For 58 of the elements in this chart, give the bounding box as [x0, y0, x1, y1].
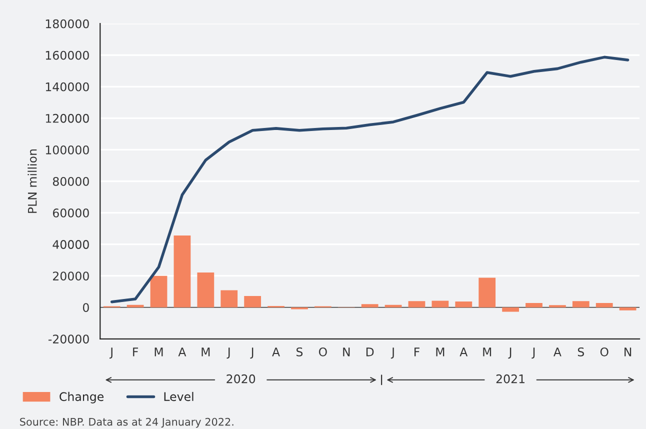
- bar: [220, 290, 238, 308]
- x-tick-label: A: [554, 348, 562, 356]
- bar: [361, 304, 378, 308]
- bar: [478, 278, 496, 308]
- text: 2021: [496, 374, 524, 384]
- x-tick-label: J: [532, 348, 535, 359]
- bar: [150, 276, 168, 308]
- bar: [432, 300, 449, 308]
- x-tick-label: A: [460, 348, 468, 356]
- bar: [619, 307, 636, 310]
- bar: [384, 304, 402, 308]
- x-tick-label: M: [436, 348, 444, 356]
- x-tick-label: A: [272, 348, 280, 356]
- y-axis-title: PLN million: [28, 149, 37, 213]
- line-series: [110, 56, 630, 304]
- x-tick-label: J: [250, 348, 254, 359]
- x-tick-label: J: [110, 348, 112, 359]
- y-tick-label: 40000: [52, 240, 89, 249]
- x-tick-label: A: [178, 348, 186, 356]
- x-tick-label: J: [226, 348, 230, 359]
- y-tick-label: 0: [82, 303, 89, 312]
- y-tick-label: 180000: [46, 19, 89, 28]
- y-tick-label: 100000: [46, 145, 89, 154]
- y-tick-label: 60000: [52, 208, 89, 218]
- y-tick-label: 20000: [53, 272, 89, 280]
- bar: [197, 272, 214, 308]
- legend-label: Change: [60, 392, 104, 404]
- bar: [174, 235, 191, 308]
- x-tick-label: O: [600, 347, 608, 356]
- x-tick-label: F: [133, 348, 138, 356]
- bar: [502, 307, 519, 312]
- y-tick-label: 160000: [46, 50, 89, 60]
- bar: [526, 302, 542, 308]
- x-tick-label: J: [508, 348, 512, 359]
- x-tick-label: N: [624, 348, 632, 356]
- y-tick-label: 80000: [52, 176, 89, 186]
- x-tick-label: M: [483, 348, 492, 356]
- bar: [455, 302, 472, 308]
- x-tick-label: O: [318, 347, 327, 356]
- x-tick-label: N: [343, 348, 350, 356]
- y-tick-label: 140000: [46, 82, 89, 92]
- x-tick-label: D: [366, 348, 374, 356]
- y-tick-label: 120000: [46, 114, 89, 123]
- bar: [408, 301, 426, 308]
- text: 2020: [226, 374, 256, 384]
- bar: [244, 296, 262, 308]
- source-note: Source: NBP. Data as at 24 January 2022.: [20, 418, 234, 428]
- legend-label: Level: [164, 392, 194, 402]
- bar: [596, 302, 613, 308]
- x-tick-label: S: [578, 347, 584, 356]
- x-tick-label: S: [296, 347, 303, 356]
- x-tick-label: F: [414, 348, 420, 356]
- y-tick-label: -20000: [48, 334, 89, 344]
- bar: [572, 301, 590, 308]
- x-tick-label: M: [154, 348, 163, 356]
- bar: [126, 304, 144, 308]
- x-tick-label: J: [390, 348, 394, 359]
- x-tick-label: M: [202, 348, 210, 356]
